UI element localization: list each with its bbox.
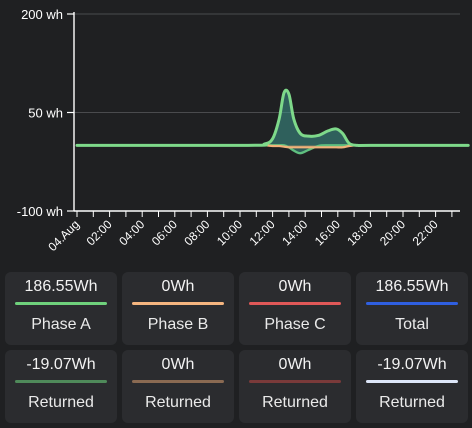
card-label: Total (395, 316, 429, 333)
energy-chart: 200 wh 50 wh -100 wh 04.Aug 02:00 04:00 06:00… (17, 7, 470, 254)
card-color-bar (366, 380, 458, 383)
energy-cards: 186.55Wh Phase A 0Wh Phase B 0Wh Phase C… (0, 272, 472, 428)
card-label: Returned (379, 394, 445, 411)
card-phase-a[interactable]: 186.55Wh Phase A (5, 272, 117, 345)
card-phase-b[interactable]: 0Wh Phase B (122, 272, 234, 345)
card-value: 186.55Wh (375, 278, 449, 295)
card-label: Returned (145, 394, 211, 411)
chart-grid (74, 13, 460, 113)
card-value: 0Wh (161, 278, 195, 295)
x-tick-label: 20:00 (377, 217, 408, 248)
x-tick-label: 10:00 (214, 217, 245, 248)
card-color-bar (249, 380, 341, 383)
x-tick-label: 06:00 (149, 217, 180, 248)
card-color-bar (249, 302, 341, 305)
chart-series (75, 88, 470, 155)
card-color-bar (15, 380, 107, 383)
card-color-bar (366, 302, 458, 305)
x-tick-label: 18:00 (344, 217, 375, 248)
card-returned-total[interactable]: -19.07Wh Returned (356, 350, 468, 423)
card-value: -19.07Wh (377, 356, 447, 373)
series-line (75, 88, 470, 147)
x-tick-label: 22:00 (410, 217, 441, 248)
x-tick-label: 02:00 (84, 217, 115, 248)
card-label: Phase C (264, 316, 326, 333)
chart-axes (67, 12, 460, 217)
y-axis-labels: 200 wh 50 wh -100 wh (17, 7, 63, 219)
card-returned-phase-b[interactable]: 0Wh Returned (122, 350, 234, 423)
x-tick-label: 14:00 (279, 217, 310, 248)
y-tick-label: -100 wh (17, 204, 63, 219)
x-axis-labels: 04.Aug 02:00 04:00 06:00 08:00 10:00 12:00 14:0… (45, 217, 441, 254)
card-total[interactable]: 186.55Wh Total (356, 272, 468, 345)
card-value: 0Wh (278, 278, 312, 295)
x-tick-label: 12:00 (247, 217, 278, 248)
card-value: 186.55Wh (24, 278, 98, 295)
card-phase-c[interactable]: 0Wh Phase C (239, 272, 351, 345)
card-value: 0Wh (278, 356, 312, 373)
card-returned-phase-c[interactable]: 0Wh Returned (239, 350, 351, 423)
card-value: -19.07Wh (26, 356, 96, 373)
y-tick-label: 50 wh (28, 106, 63, 121)
x-tick-label: 04:00 (116, 217, 147, 248)
card-color-bar (15, 302, 107, 305)
card-label: Phase A (31, 316, 91, 333)
card-label: Returned (262, 394, 328, 411)
y-tick-label: 200 wh (21, 7, 63, 22)
x-tick-label: 04.Aug (45, 217, 82, 254)
card-color-bar (132, 380, 224, 383)
card-label: Phase B (147, 316, 209, 333)
card-value: 0Wh (161, 356, 195, 373)
card-label: Returned (28, 394, 94, 411)
x-tick-label: 08:00 (181, 217, 212, 248)
card-color-bar (132, 302, 224, 305)
x-tick-label: 16:00 (312, 217, 343, 248)
card-returned-phase-a[interactable]: -19.07Wh Returned (5, 350, 117, 423)
